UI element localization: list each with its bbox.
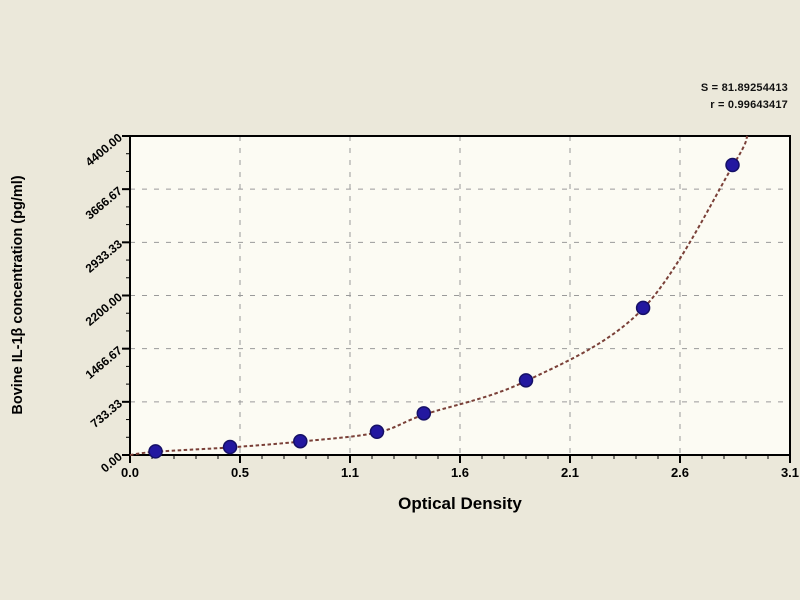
y-tick-label: 2200.00 [83,290,125,329]
data-point [222,439,238,455]
x-tick-label: 1.1 [341,465,359,480]
y-tick-label: 733.33 [88,396,125,431]
y-tick-label: 2933.33 [83,237,125,276]
y-tick-label: 3666.67 [83,184,125,223]
data-point [416,406,432,421]
fit-s-value: S = 81.89254413 [700,82,788,94]
data-point [725,157,740,173]
x-tick-label: 2.1 [561,465,579,480]
data-point [148,444,163,459]
data-point [293,433,308,449]
x-tick-label: 2.6 [671,465,689,480]
fit-statistics: S = 81.89254413 r = 0.99643417 [701,80,788,114]
gridlines [130,136,790,455]
y-tick-label: 1466.67 [83,343,125,382]
fit-r-value: r = 0.99643417 [710,99,788,111]
data-point [635,300,651,316]
data-point [518,373,534,388]
data-point [369,424,385,440]
data-points [148,157,740,459]
x-tick-label: 3.1 [781,465,799,480]
x-tick-label: 1.6 [451,465,469,480]
y-axis-title: Bovine IL-1β concentration (pg/ml) [10,175,26,415]
y-tick-label: 4400.00 [83,130,125,169]
x-tick-label: 0.5 [231,465,249,480]
fit-curve [129,135,749,456]
x-tick-label: 0.0 [121,465,139,480]
x-axis-title: Optical Density [398,494,522,513]
